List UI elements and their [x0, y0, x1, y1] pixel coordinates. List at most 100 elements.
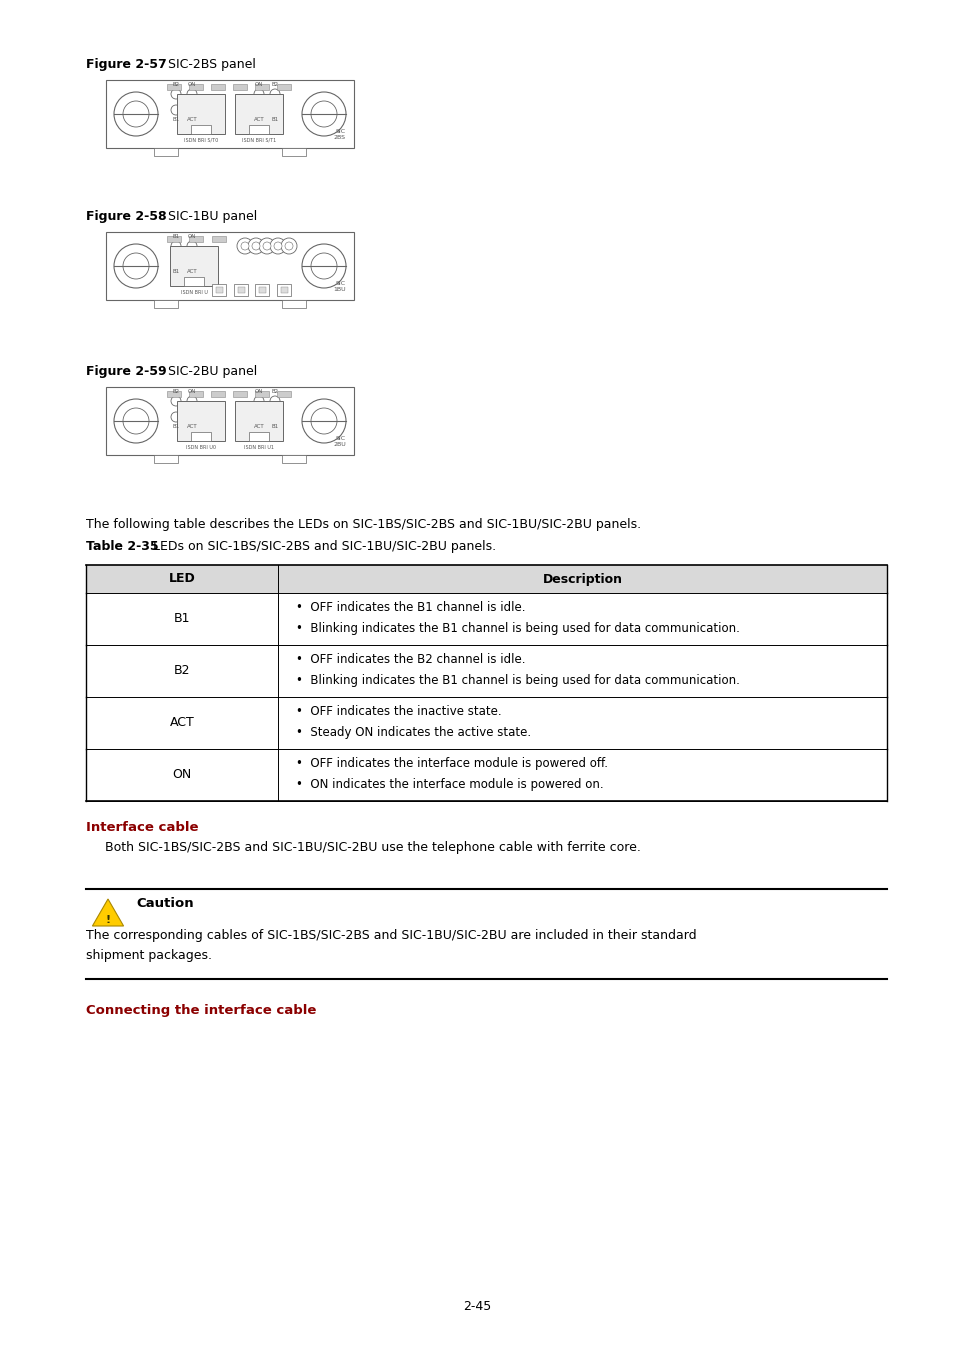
Text: 2-45: 2-45	[462, 1300, 491, 1314]
Bar	[281, 288, 288, 293]
Circle shape	[123, 252, 149, 279]
Circle shape	[252, 242, 260, 250]
Text: SIC-2BU panel: SIC-2BU panel	[164, 364, 257, 378]
Text: B2: B2	[172, 82, 179, 86]
Bar	[192, 126, 211, 134]
Bar	[106, 232, 354, 300]
Text: •  OFF indicates the interface module is powered off.: • OFF indicates the interface module is …	[295, 757, 607, 769]
Circle shape	[248, 238, 264, 254]
Text: •  OFF indicates the inactive state.: • OFF indicates the inactive state.	[295, 705, 501, 718]
Circle shape	[253, 89, 264, 99]
Bar	[249, 432, 269, 441]
Bar	[259, 288, 266, 293]
Text: B1: B1	[172, 424, 179, 429]
Text: The corresponding cables of SIC-1BS/SIC-2BS and SIC-1BU/SIC-2BU are included in : The corresponding cables of SIC-1BS/SIC-…	[86, 929, 696, 942]
Bar	[211, 84, 225, 90]
Bar	[177, 95, 225, 134]
Text: ON: ON	[188, 234, 196, 239]
Bar	[233, 392, 247, 397]
Text: ACT: ACT	[187, 424, 197, 429]
Bar	[211, 392, 225, 397]
Bar	[249, 126, 269, 134]
Text: ISDN BRI U: ISDN BRI U	[180, 290, 207, 296]
Text: •  Steady ON indicates the active state.: • Steady ON indicates the active state.	[295, 726, 531, 738]
Text: SIC
2BU: SIC 2BU	[333, 436, 346, 447]
Text: ON: ON	[254, 82, 263, 86]
Text: SIC
1BU: SIC 1BU	[333, 281, 346, 292]
Circle shape	[187, 105, 196, 115]
Circle shape	[113, 400, 158, 443]
Text: •  ON indicates the interface module is powered on.: • ON indicates the interface module is p…	[295, 778, 603, 791]
Bar	[106, 80, 354, 148]
Text: •  Blinking indicates the B1 channel is being used for data communication.: • Blinking indicates the B1 channel is b…	[295, 622, 740, 634]
Text: Both SIC-1BS/SIC-2BS and SIC-1BU/SIC-2BU use the telephone cable with ferrite co: Both SIC-1BS/SIC-2BS and SIC-1BU/SIC-2BU…	[105, 841, 640, 855]
Text: B2: B2	[172, 389, 179, 394]
Text: ISDN BRI S/T0: ISDN BRI S/T0	[184, 138, 218, 143]
Circle shape	[171, 396, 181, 406]
Text: ACT: ACT	[187, 269, 197, 274]
Circle shape	[241, 242, 249, 250]
Bar	[282, 300, 306, 308]
Text: Interface cable: Interface cable	[86, 821, 198, 834]
Circle shape	[171, 105, 181, 115]
Bar	[189, 392, 203, 397]
Text: SIC-2BS panel: SIC-2BS panel	[164, 58, 255, 72]
Bar	[189, 84, 203, 90]
Text: LED: LED	[169, 572, 195, 586]
Circle shape	[171, 242, 181, 251]
Circle shape	[236, 238, 253, 254]
Text: ON: ON	[188, 389, 196, 394]
Bar	[255, 284, 269, 296]
Text: B2: B2	[272, 389, 278, 394]
Bar	[234, 95, 283, 134]
Bar	[190, 236, 203, 242]
Circle shape	[113, 92, 158, 136]
Text: Connecting the interface cable: Connecting the interface cable	[86, 1004, 316, 1017]
Text: Caution: Caution	[136, 896, 193, 910]
Text: B2: B2	[272, 82, 278, 86]
Text: LEDs on SIC-1BS/SIC-2BS and SIC-1BU/SIC-2BU panels.: LEDs on SIC-1BS/SIC-2BS and SIC-1BU/SIC-…	[149, 540, 496, 553]
Circle shape	[311, 101, 336, 127]
Circle shape	[281, 238, 296, 254]
Circle shape	[270, 238, 286, 254]
Bar	[276, 84, 291, 90]
Text: B2: B2	[173, 664, 190, 678]
Text: SIC-1BU panel: SIC-1BU panel	[164, 211, 257, 223]
Circle shape	[187, 89, 196, 99]
Circle shape	[302, 400, 346, 443]
Bar	[167, 392, 181, 397]
Bar	[276, 284, 291, 296]
Circle shape	[253, 412, 264, 423]
Bar	[167, 84, 181, 90]
Circle shape	[187, 256, 196, 267]
Bar	[233, 84, 247, 90]
Bar	[177, 401, 225, 441]
Circle shape	[123, 101, 149, 127]
Circle shape	[171, 412, 181, 423]
Text: Figure 2-59: Figure 2-59	[86, 364, 167, 378]
Text: !: !	[106, 915, 111, 925]
Text: ON: ON	[172, 768, 192, 782]
Bar	[167, 236, 181, 242]
Text: SIC
2BS: SIC 2BS	[334, 130, 346, 140]
Text: ACT: ACT	[170, 717, 194, 729]
Circle shape	[187, 242, 196, 251]
Circle shape	[171, 256, 181, 267]
Bar	[282, 148, 306, 157]
Bar	[106, 387, 354, 455]
Bar	[86, 566, 886, 593]
Text: shipment packages.: shipment packages.	[86, 949, 212, 963]
Circle shape	[285, 242, 293, 250]
Bar	[215, 288, 223, 293]
Polygon shape	[92, 899, 124, 926]
Circle shape	[253, 105, 264, 115]
Circle shape	[253, 396, 264, 406]
Text: B1: B1	[172, 117, 179, 121]
Circle shape	[302, 244, 346, 288]
Text: ACT: ACT	[187, 117, 197, 121]
Bar	[153, 148, 178, 157]
Circle shape	[187, 396, 196, 406]
Bar	[276, 392, 291, 397]
Circle shape	[123, 408, 149, 433]
Bar	[282, 455, 306, 463]
